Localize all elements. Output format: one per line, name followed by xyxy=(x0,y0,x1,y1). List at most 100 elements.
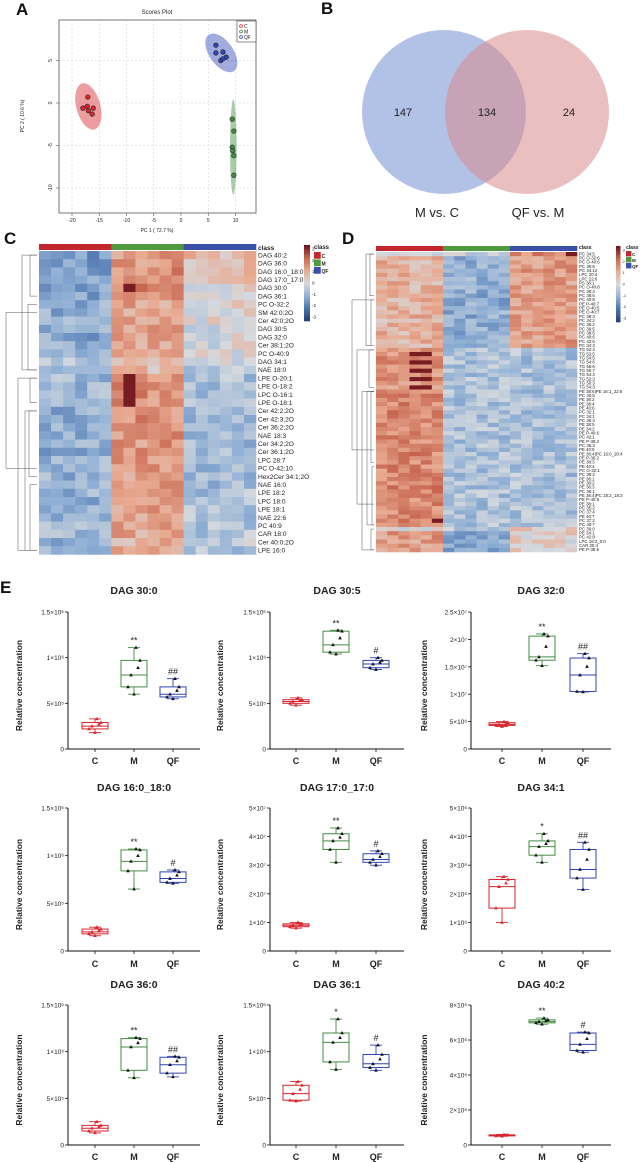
heatmap-cell xyxy=(532,372,544,378)
heatmap-cell xyxy=(376,468,388,474)
heatmap-cell xyxy=(99,283,112,293)
heatmap-row-label: PC 36:4 xyxy=(579,418,595,423)
heatmap-cell xyxy=(565,285,578,290)
heatmap-cell xyxy=(51,283,64,293)
heatmap-cell xyxy=(123,505,136,514)
heatmap-cell xyxy=(398,289,410,294)
heatmap-cell xyxy=(376,285,388,290)
heatmap-cell xyxy=(431,460,444,465)
heatmap-cell xyxy=(454,385,466,390)
heatmap-cell xyxy=(454,452,466,457)
heatmap-cell xyxy=(554,485,567,490)
box-plot-title: DAG 17:0_17:0 xyxy=(300,782,374,794)
heatmap-cell xyxy=(87,423,100,432)
heatmap-cell xyxy=(63,374,76,383)
heatmap-cell xyxy=(219,415,233,424)
heatmap-cell xyxy=(123,324,136,334)
heatmap-cell xyxy=(532,260,544,265)
heatmap-cell xyxy=(510,431,522,436)
heatmap-cell xyxy=(63,464,76,473)
heatmap-cell xyxy=(409,410,421,415)
pca-legend-label-c: C xyxy=(244,24,248,30)
heatmap-cell xyxy=(476,256,488,261)
heatmap-cell xyxy=(521,422,533,428)
box-qf xyxy=(159,686,187,698)
heatmap-cell xyxy=(454,364,466,369)
heatmap-cell xyxy=(443,497,455,503)
heatmap-cell xyxy=(231,398,245,408)
heatmap-cell xyxy=(87,447,100,457)
heatmap-cell xyxy=(51,456,64,465)
heatmap-cell xyxy=(135,349,148,358)
heatmap-cell xyxy=(487,485,500,490)
heatmap-cell xyxy=(532,252,544,257)
box-data-point xyxy=(298,1087,302,1091)
heatmap-cell xyxy=(75,357,88,367)
heatmap-cell xyxy=(39,308,52,317)
heatmap-cell xyxy=(171,333,184,342)
heatmap-cell xyxy=(409,264,421,269)
heatmap-cell xyxy=(39,464,52,473)
color-scale-bar xyxy=(616,296,621,299)
heatmap-cell xyxy=(135,488,148,498)
heatmap-cell xyxy=(454,502,466,507)
heatmap-cell xyxy=(476,539,488,544)
heatmap-cell xyxy=(565,356,578,361)
heatmap-cell xyxy=(543,352,555,357)
heatmap-cell xyxy=(63,521,76,531)
heatmap-cell xyxy=(476,456,488,461)
heatmap-cell xyxy=(51,259,64,268)
heatmap-cell xyxy=(521,443,533,449)
heatmap-cell xyxy=(454,252,466,257)
heatmap-cell xyxy=(454,297,466,303)
heatmap-cell xyxy=(387,485,399,490)
heatmap-cell xyxy=(376,502,388,507)
heatmap-cell xyxy=(183,505,197,514)
box-data-point xyxy=(177,1055,181,1059)
box-data-point xyxy=(500,1134,504,1138)
heatmap-row-label: LPE 18:2 xyxy=(258,490,285,497)
dendrogram-branch xyxy=(5,312,37,469)
heatmap-cell xyxy=(183,308,197,317)
heatmap-cell xyxy=(219,546,233,555)
heatmap-cell xyxy=(231,529,245,539)
heatmap-cell xyxy=(543,331,555,336)
heatmap-cell xyxy=(498,522,511,528)
heatmap-cell xyxy=(135,546,148,555)
heatmap-cell xyxy=(376,464,388,469)
heatmap-cell xyxy=(207,382,221,391)
box-plot-y-tick-label: 5×10⁵ xyxy=(249,1096,267,1103)
heatmap-cell xyxy=(376,518,388,524)
heatmap-cell xyxy=(398,256,410,261)
box-data-point xyxy=(300,921,304,926)
heatmap-cell xyxy=(376,447,388,453)
heatmap-cell xyxy=(521,377,533,382)
heatmap-cell xyxy=(543,527,555,532)
box-data-point xyxy=(97,722,101,726)
color-scale-bar xyxy=(616,311,621,314)
class-legend-label-qf: QF xyxy=(632,264,639,269)
heatmap-cell xyxy=(420,456,433,461)
heatmap-cell xyxy=(387,314,399,319)
heatmap-cell xyxy=(543,506,555,511)
color-scale-bar xyxy=(304,258,310,261)
heatmap-class-bar-qf xyxy=(183,244,257,250)
heatmap-cell xyxy=(420,468,433,474)
heatmap-cell xyxy=(87,349,100,358)
heatmap-cell xyxy=(443,268,455,274)
box-plot-y-tick-label: 5×10⁷ xyxy=(249,806,267,813)
heatmap-cell xyxy=(554,256,567,261)
heatmap-row-label: PC 36:1 xyxy=(579,489,595,494)
heatmap-cell xyxy=(39,497,52,506)
box-data-point xyxy=(171,881,175,885)
heatmap-cell xyxy=(532,285,544,290)
heatmap-cell xyxy=(465,527,477,532)
class-legend-label-m: M xyxy=(322,262,326,268)
heatmap-cell xyxy=(476,489,488,494)
heatmap-cell xyxy=(565,339,578,344)
heatmap-cell xyxy=(398,314,410,319)
heatmap-cell xyxy=(111,398,124,408)
heatmap-cell xyxy=(510,285,522,290)
heatmap-cell xyxy=(465,264,477,269)
heatmap-cell xyxy=(51,480,64,490)
